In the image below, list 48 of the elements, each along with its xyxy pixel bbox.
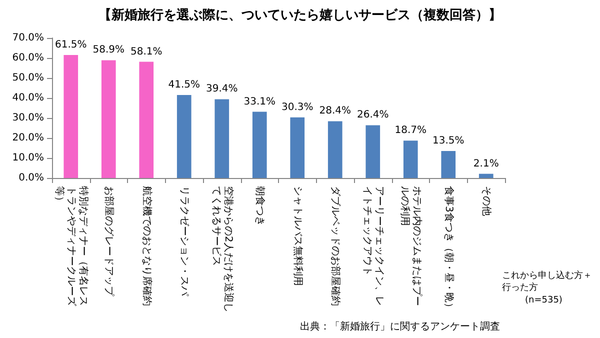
y-tick-label: 0.0% bbox=[18, 172, 44, 184]
x-tick-label: リラクゼーション・スパ bbox=[178, 186, 190, 297]
y-tick-label: 10.0% bbox=[12, 152, 44, 164]
bar bbox=[101, 60, 116, 178]
data-label: 58.9% bbox=[92, 44, 125, 56]
bar bbox=[403, 140, 418, 178]
bar bbox=[214, 99, 230, 178]
text: これから申し込む方＋行った方 bbox=[502, 270, 592, 293]
source-note: 出典：「新婚旅行」に関するアンケート調査 bbox=[300, 320, 500, 332]
data-label: 58.1% bbox=[130, 46, 162, 58]
bar bbox=[366, 125, 380, 178]
x-tick-label: シャトルバス無料利用 bbox=[292, 186, 304, 286]
x-tick-label: 空港からの2人だけを送迎してくれるサービス bbox=[210, 186, 234, 312]
data-label: 26.4% bbox=[356, 110, 389, 121]
bar bbox=[441, 151, 456, 178]
data-label: 39.4% bbox=[206, 84, 238, 95]
x-tick-label: お部屋のグレードアップ bbox=[103, 186, 116, 297]
bar bbox=[139, 62, 154, 178]
bar bbox=[328, 121, 342, 178]
data-label: 28.4% bbox=[319, 106, 352, 117]
data-label: 30.3% bbox=[281, 102, 314, 113]
data-label: 13.5% bbox=[432, 136, 464, 146]
x-tick-label: アーリーチェックイン、レイトチェックアウト bbox=[361, 186, 384, 306]
y-tick-label: 30.0% bbox=[12, 112, 44, 124]
y-tick-label: 60.0% bbox=[12, 52, 44, 64]
data-label: 18.7% bbox=[394, 125, 427, 136]
x-tick-label: 朝食つき bbox=[254, 186, 266, 226]
x-tick-label: 食事3食つき（朝・昼・晩） bbox=[442, 186, 455, 312]
chart-title: 【新婚旅行を選ぶ際に、ついていたら嬉しいサービス（複数回答）】 bbox=[98, 7, 502, 23]
data-label: 41.5% bbox=[168, 80, 200, 90]
y-tick-label: 70.0% bbox=[12, 32, 44, 44]
data-label: 33.1% bbox=[244, 96, 276, 108]
x-tick-label: 特別なディナー（有名レストランやディナークルーズ等） bbox=[53, 186, 90, 307]
x-tick-label: 航空機でのおとなり席確約 bbox=[140, 186, 153, 306]
x-tick-label: ダブルベッドのお部屋確約 bbox=[330, 186, 342, 306]
y-tick-label: 40.0% bbox=[12, 92, 44, 104]
x-tick-label: ホテル内のジムまたはプールの利用 bbox=[399, 186, 424, 306]
bar bbox=[478, 174, 494, 178]
bar bbox=[252, 112, 267, 178]
data-label: 61.5% bbox=[54, 40, 87, 50]
y-tick-label: 20.0% bbox=[12, 132, 44, 144]
data-label: 2.1% bbox=[473, 158, 499, 170]
bar bbox=[64, 55, 78, 178]
bar bbox=[290, 117, 305, 178]
y-tick-label: 50.0% bbox=[12, 72, 44, 84]
bar bbox=[176, 95, 192, 178]
x-tick-label: その他 bbox=[480, 186, 493, 216]
text: (n=535) bbox=[525, 296, 562, 306]
